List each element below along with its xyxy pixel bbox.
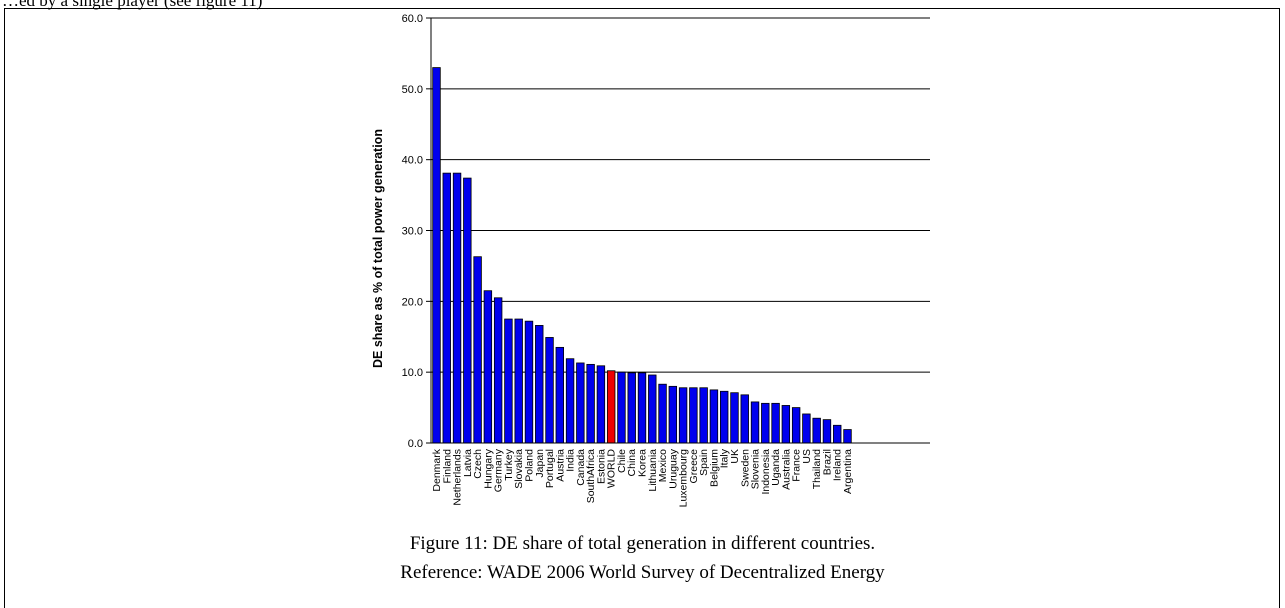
y-tick-label: 20.0 [402, 296, 423, 308]
y-tick-label: 40.0 [402, 155, 423, 167]
bar-china [627, 372, 636, 444]
x-tick-label: Brazil [821, 449, 833, 475]
bar-southafrica [586, 363, 595, 444]
bar-germany [493, 297, 503, 444]
bar-thailand [812, 417, 821, 444]
x-tick-label: Sweden [739, 449, 751, 487]
bar-uganda [771, 402, 780, 444]
x-tick-label: Chile [616, 449, 628, 473]
x-tick-label: Poland [523, 449, 535, 482]
bar-world [606, 370, 616, 444]
bar-czech [473, 256, 482, 444]
x-tick-label: Slovenia [750, 449, 762, 489]
bar-us [802, 413, 811, 444]
bar-portugal [545, 337, 554, 444]
x-tick-label: Uruguay [667, 448, 679, 488]
figure-frame [4, 8, 1280, 608]
y-axis-title: DE share as % of total power generation [371, 129, 385, 368]
bar-india [565, 358, 575, 444]
y-tick-label: 0.0 [408, 438, 423, 450]
bar-uruguay [668, 385, 678, 444]
x-tick-label: Lithuania [647, 449, 659, 492]
x-tick-label: Argentina [842, 449, 854, 494]
x-tick-label: Luxembourg [678, 449, 690, 508]
x-tick-label: Austria [554, 449, 566, 482]
preceding-text-fragment: …ed by a single player (see figure 11) [2, 0, 263, 10]
x-tick-label: Denmark [431, 448, 443, 491]
bar-uk [730, 392, 739, 444]
bar-austria [555, 346, 564, 444]
x-tick-label: Estonia [595, 449, 607, 484]
bar-indonesia [761, 402, 770, 444]
x-tick-label: Spain [698, 449, 710, 476]
bar-brazil [822, 419, 832, 444]
x-tick-label: Japan [534, 449, 546, 478]
bar-greece [689, 387, 698, 444]
bar-argentina [843, 429, 852, 444]
x-tick-label: Italy [719, 448, 731, 468]
bar-belgium [709, 389, 719, 444]
bar-latvia [463, 177, 472, 444]
x-tick-label: Portugal [544, 449, 556, 488]
x-tick-label: WORLD [606, 449, 618, 489]
x-tick-label: Mexico [657, 449, 669, 482]
x-tick-label: Netherlands [452, 449, 464, 506]
bar-italy [720, 390, 729, 444]
x-tick-label: Turkey [503, 448, 515, 480]
x-tick-label: Czech [472, 449, 484, 479]
bar-korea [637, 372, 647, 444]
bar-chile [617, 371, 626, 444]
bar-netherlands [452, 172, 462, 444]
x-tick-label: Greece [688, 449, 700, 484]
bar-australia [781, 405, 791, 444]
bar-luxembourg [678, 387, 688, 444]
bar-turkey [504, 318, 513, 444]
bar-slovenia [750, 401, 760, 444]
bar-denmark [432, 67, 441, 444]
x-tick-label: Belgium [708, 449, 720, 487]
bar-finland [442, 172, 451, 444]
x-tick-label: Ireland [832, 449, 844, 481]
bar-canada [576, 362, 585, 444]
x-tick-label: Hungary [482, 448, 494, 488]
x-tick-label: Slovakia [513, 449, 525, 489]
x-tick-label: Canada [575, 449, 587, 486]
x-tick-label: Korea [637, 449, 649, 477]
bar-poland [524, 320, 534, 444]
figure-reference: Reference: WADE 2006 World Survey of Dec… [400, 562, 885, 583]
y-tick-label: 10.0 [402, 367, 423, 379]
x-tick-label: UK [729, 449, 741, 464]
x-tick-label: Latvia [462, 449, 474, 477]
bar-ireland [833, 424, 842, 444]
bar-france [791, 407, 801, 444]
x-tick-label: Germany [493, 448, 505, 492]
x-tick-label: India [565, 449, 577, 472]
bar-sweden [740, 394, 749, 444]
x-tick-label: Uganda [770, 449, 782, 486]
bar-spain [699, 387, 708, 444]
bar-estonia [596, 365, 606, 444]
bar-japan [535, 325, 544, 444]
y-tick-label: 60.0 [402, 13, 423, 25]
gridlines [426, 17, 930, 444]
x-tick-label: Australia [780, 449, 792, 490]
y-tick-label: 50.0 [402, 84, 423, 96]
figure-caption: Figure 11: DE share of total generation … [409, 533, 876, 554]
bar-mexico [658, 383, 667, 444]
y-tick-labels: 0.0 10.0 20.0 30.0 40.0 50.0 60.0 [402, 13, 423, 450]
x-tick-label: Thailand [811, 449, 823, 489]
x-tick-label: China [626, 449, 638, 477]
bars [432, 67, 852, 444]
x-tick-label: France [791, 449, 803, 482]
x-tick-label: Indonesia [760, 449, 772, 495]
x-tick-label: Finland [441, 449, 453, 484]
x-tick-label: US [801, 449, 813, 464]
bar-lithuania [648, 374, 657, 444]
x-tick-label: SouthAfrica [585, 449, 597, 503]
y-tick-label: 30.0 [402, 226, 423, 238]
x-tick-labels: DenmarkFinlandNetherlandsLatviaCzechHung… [431, 448, 854, 507]
bar-hungary [483, 290, 493, 444]
bar-slovakia [514, 318, 523, 444]
